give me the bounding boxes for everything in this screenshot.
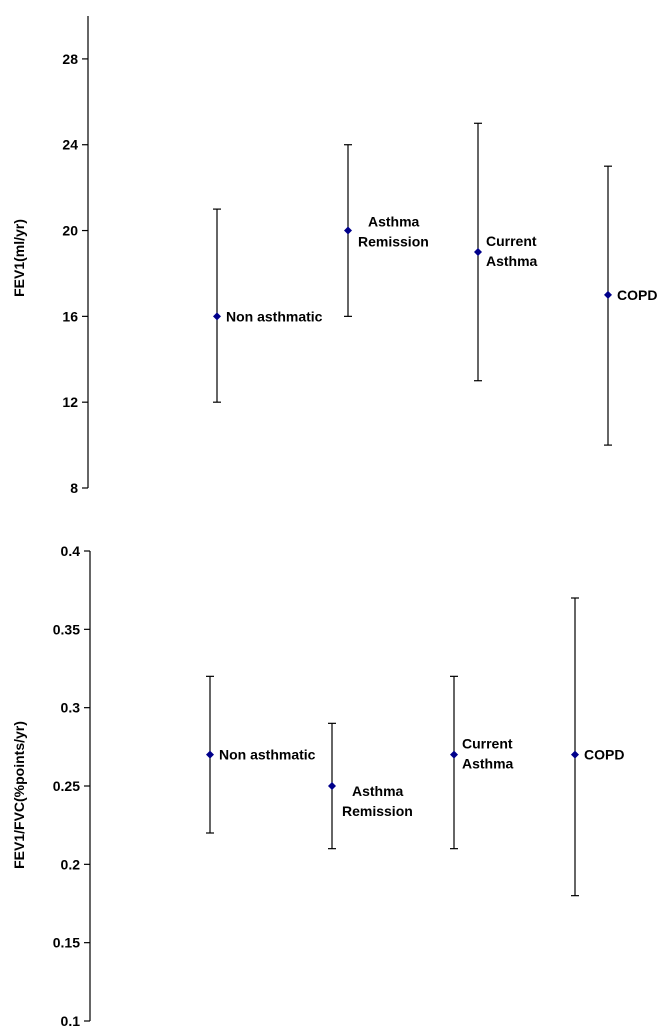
data-point-label: Current Asthma xyxy=(486,233,538,269)
data-point-label: Asthma Remission xyxy=(358,214,429,250)
data-point-marker xyxy=(604,290,612,299)
data-point-label-line: Remission xyxy=(342,803,413,819)
y-tick-label: 28 xyxy=(62,51,78,67)
y-tick-label: 8 xyxy=(70,480,78,496)
data-point-marker xyxy=(450,750,458,759)
y-tick-label: 0.25 xyxy=(53,778,80,794)
data-point-label: Non asthmatic xyxy=(226,308,323,324)
y-tick-label: 0.4 xyxy=(61,543,81,559)
y-tick-label: 12 xyxy=(62,394,78,410)
data-point-marker xyxy=(344,226,352,235)
y-axis-title: FEV1(ml/yr) xyxy=(11,219,27,297)
y-tick-label: 0.2 xyxy=(61,856,81,872)
data-point-label: COPD xyxy=(617,287,657,303)
y-tick-label: 24 xyxy=(62,137,78,153)
data-point-label-line: Remission xyxy=(358,234,429,250)
data-point-label: Non asthmatic xyxy=(219,747,316,763)
data-point-marker xyxy=(474,248,482,256)
data-point-label-line: Asthma xyxy=(368,214,420,230)
y-tick-label: 16 xyxy=(62,308,78,324)
data-point-label: COPD xyxy=(584,747,624,763)
data-point-marker xyxy=(571,750,579,759)
data-point-label-line: Current xyxy=(462,736,513,752)
y-tick-label: 20 xyxy=(62,223,78,239)
y-axis-title: FEV1/FVC(%points/yr) xyxy=(11,721,27,869)
y-tick-label: 0.1 xyxy=(61,1013,81,1029)
data-point-label-line: Asthma xyxy=(462,756,514,772)
y-tick-label: 0.3 xyxy=(61,700,81,716)
y-tick-label: 0.35 xyxy=(53,621,80,637)
data-point-label-line: Current xyxy=(486,233,537,249)
data-point-marker xyxy=(206,750,214,759)
data-point-marker xyxy=(328,782,336,790)
data-point-label: Current Asthma xyxy=(462,736,514,772)
data-point-label: Asthma Remission xyxy=(342,783,413,819)
data-point-label-line: Asthma xyxy=(486,253,538,269)
y-tick-label: 0.15 xyxy=(53,935,80,951)
chart-fev1-fvc: FEV1/FVC(%points/yr) 0.1 0.15 0.2 0.25 0.3 0.… xyxy=(11,543,624,1029)
chart-fev1: FEV1(ml/yr) 8 12 16 20 24 28 Non asthmatic Asth… xyxy=(11,16,657,496)
data-point-label-line: Asthma xyxy=(352,783,404,799)
data-point-marker xyxy=(213,312,221,321)
